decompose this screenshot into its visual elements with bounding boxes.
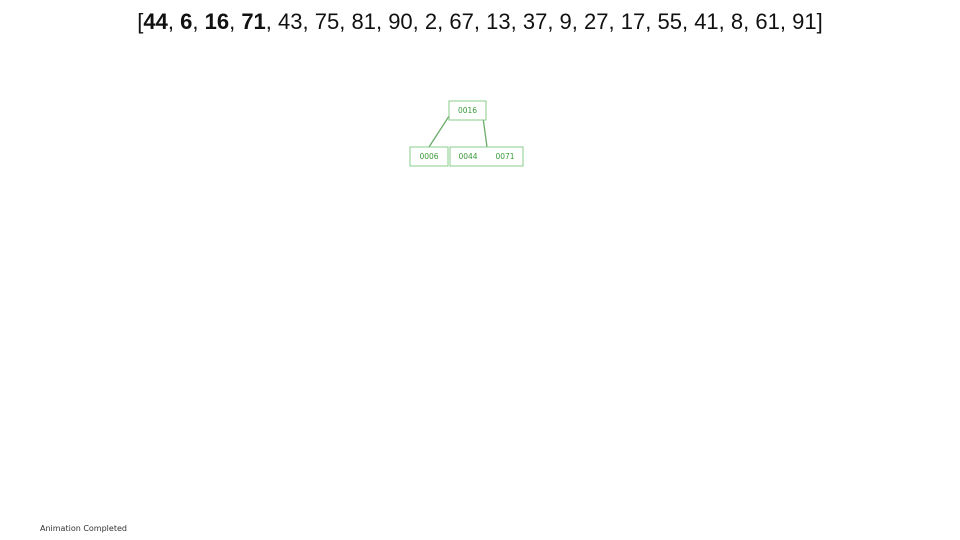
inserted-value: 6 (180, 9, 193, 34)
pending-value: 8 (730, 9, 744, 34)
pending-value: 37 (522, 9, 548, 34)
status-text: Animation Completed (40, 524, 127, 533)
insert-sequence: [44, 6, 16, 71, 43, 75, 81, 90, 2, 67, 1… (137, 9, 823, 34)
inserted-value: 71 (241, 9, 266, 34)
child-node-right: 0044 0071 (449, 146, 524, 167)
child-left-key-0: 0006 (419, 152, 438, 161)
root-node-box (448, 100, 487, 121)
pending-value: 81 (351, 9, 376, 34)
pending-value: 55 (657, 9, 682, 34)
pending-value: 9 (559, 9, 572, 34)
pending-value: 75 (314, 9, 340, 34)
pending-value: 90 (388, 9, 413, 34)
child-node-left: 0006 (409, 146, 449, 167)
child-node-left-box (409, 146, 449, 167)
child-node-right-box (449, 146, 524, 167)
inserted-value: 16 (204, 9, 230, 34)
pending-value: 27 (584, 9, 609, 34)
pending-value: 2 (424, 9, 438, 34)
sequence-close-bracket: ] (816, 9, 823, 34)
pending-value: 13 (486, 9, 511, 34)
root-key-0: 0016 (458, 106, 477, 115)
pending-value: 17 (620, 9, 646, 34)
pending-value: 61 (755, 9, 780, 34)
child-right-key-1: 0071 (495, 152, 514, 161)
pending-value: 91 (792, 9, 817, 34)
pending-value: 41 (694, 9, 719, 34)
sequence-open-bracket: [ (137, 9, 144, 34)
pending-value: 43 (278, 9, 303, 34)
root-node: 0016 (448, 100, 487, 121)
inserted-value: 44 (143, 9, 168, 34)
child-right-key-0: 0044 (458, 152, 477, 161)
pending-value: 67 (449, 9, 474, 34)
